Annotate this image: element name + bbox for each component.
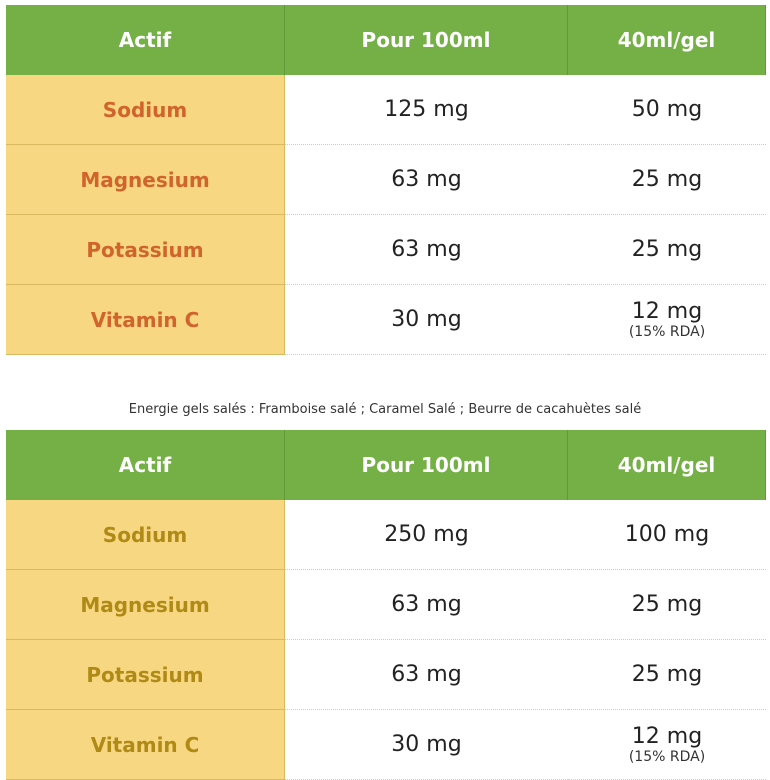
value: 250 mg — [384, 522, 469, 547]
value-cell: 25 mg — [568, 640, 766, 710]
value-cell: 12 mg (15% RDA) — [568, 285, 766, 355]
header-cell: Actif — [6, 430, 285, 500]
value: 100 mg — [624, 522, 710, 547]
value-cell: 125 mg — [285, 75, 568, 145]
value-cell: 63 mg — [285, 215, 568, 285]
header-cell: 40ml/gel — [568, 430, 766, 500]
value: 30 mg — [391, 732, 462, 757]
value: 12 mg — [631, 724, 703, 749]
value: 25 mg — [631, 662, 703, 687]
row-label: Sodium — [6, 75, 285, 145]
row-label: Vitamin C — [6, 710, 285, 780]
header-cell: Actif — [6, 5, 285, 75]
value-cell: 25 mg — [568, 570, 766, 640]
value: 63 mg — [391, 662, 462, 687]
header-cell: 40ml/gel — [568, 5, 766, 75]
value-cell: 30 mg — [285, 285, 568, 355]
table: Actif Pour 100ml 40ml/gel Sodium 125 mg 50 mg… — [6, 5, 766, 355]
value-cell: 63 mg — [285, 640, 568, 710]
value-cell: 25 mg — [568, 145, 766, 215]
value-cell: 63 mg — [285, 145, 568, 215]
note: (15% RDA) — [628, 324, 706, 340]
value: 125 mg — [384, 97, 469, 122]
value-cell: 63 mg — [285, 570, 568, 640]
value: 12 mg — [631, 299, 703, 324]
row-label: Potassium — [6, 215, 285, 285]
row-label: Vitamin C — [6, 285, 285, 355]
value: 50 mg — [631, 97, 703, 122]
value: 25 mg — [631, 592, 703, 617]
value: 63 mg — [391, 237, 462, 262]
row-label: Magnesium — [6, 145, 285, 215]
value: 25 mg — [631, 237, 703, 262]
value: 63 mg — [391, 167, 462, 192]
caption: Energie gels salés : Framboise salé ; Ca… — [128, 402, 642, 417]
row-label: Sodium — [6, 500, 285, 570]
row-label: Potassium — [6, 640, 285, 710]
value-cell: 100 mg — [568, 500, 766, 570]
table: Actif Pour 100ml 40ml/gel Sodium 250 mg 100 m… — [6, 430, 766, 780]
note: (15% RDA) — [628, 749, 706, 765]
header-cell: Pour 100ml — [285, 430, 568, 500]
row-label: Magnesium — [6, 570, 285, 640]
value: 25 mg — [631, 167, 703, 192]
value: 30 mg — [391, 307, 462, 332]
value-cell: 250 mg — [285, 500, 568, 570]
value-cell: 25 mg — [568, 215, 766, 285]
header-cell: Pour 100ml — [285, 5, 568, 75]
value-cell: 50 mg — [568, 75, 766, 145]
value: 63 mg — [391, 592, 462, 617]
